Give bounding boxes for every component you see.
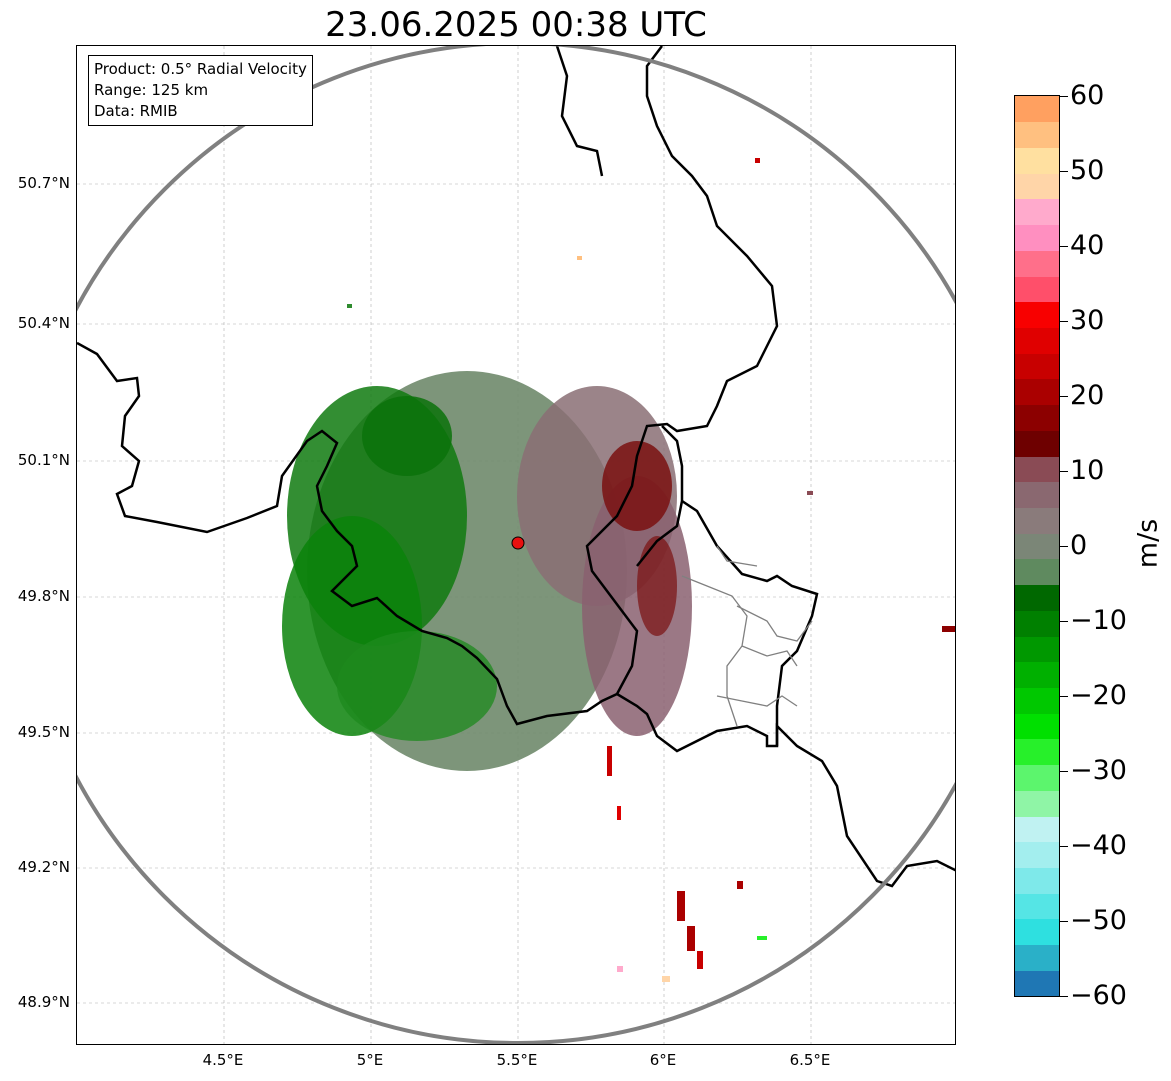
info-box: Product: 0.5° Radial Velocity Range: 125… <box>88 55 313 126</box>
colorbar-tick-label: −30 <box>1070 755 1127 786</box>
lat-label: 50.4°N <box>17 314 70 332</box>
colorbar-tick <box>1060 321 1068 322</box>
lon-label: 5.5°E <box>496 1051 538 1069</box>
radar-map-canvas <box>77 46 955 1044</box>
colorbar-tick <box>1060 846 1068 847</box>
colorbar-segment <box>1015 610 1059 637</box>
colorbar-segment <box>1015 687 1059 714</box>
colorbar-segment <box>1015 327 1059 354</box>
info-data-source: Data: RMIB <box>94 102 178 120</box>
colorbar-tick <box>1060 471 1068 472</box>
colorbar-tick-label: 20 <box>1070 380 1105 411</box>
colorbar-segment <box>1015 301 1059 329</box>
colorbar-segment <box>1015 198 1059 226</box>
colorbar-segment <box>1015 867 1059 894</box>
colorbar-segment <box>1015 713 1059 740</box>
colorbar-segment <box>1015 893 1059 920</box>
info-product: Product: 0.5° Radial Velocity <box>94 60 307 78</box>
colorbar-segment <box>1015 636 1059 663</box>
colorbar-tick <box>1060 96 1068 97</box>
colorbar-tick <box>1060 621 1068 622</box>
colorbar-tick-label: 10 <box>1070 455 1105 486</box>
colorbar-segment <box>1015 970 1059 996</box>
colorbar-segment <box>1015 173 1059 200</box>
colorbar-segment <box>1015 558 1059 586</box>
range-ring <box>77 46 955 1044</box>
colorbar-segment <box>1015 224 1059 251</box>
colorbar-tick-label: 30 <box>1070 305 1105 336</box>
colorbar-tick-label: −50 <box>1070 905 1127 936</box>
colorbar-tick-label: 60 <box>1070 80 1105 111</box>
colorbar-tick <box>1060 546 1068 547</box>
colorbar-unit-label: m/s <box>1132 518 1164 569</box>
colorbar-tick-label: −10 <box>1070 605 1127 636</box>
lat-label: 50.7°N <box>17 174 70 192</box>
colorbar-segment <box>1015 738 1059 766</box>
lat-label: 49.2°N <box>17 858 70 876</box>
map-title: 23.06.2025 00:38 UTC <box>325 5 707 45</box>
colorbar-segment <box>1015 481 1059 509</box>
colorbar <box>1014 95 1060 997</box>
colorbar-tick <box>1060 921 1068 922</box>
colorbar-segment <box>1015 816 1059 843</box>
colorbar-segment <box>1015 764 1059 791</box>
colorbar-tick-label: −40 <box>1070 830 1127 861</box>
lat-label: 50.1°N <box>17 451 70 469</box>
colorbar-tick <box>1060 171 1068 172</box>
colorbar-segment <box>1015 918 1059 946</box>
colorbar-segment <box>1015 250 1059 277</box>
lon-label: 6°E <box>649 1051 677 1069</box>
colorbar-segment <box>1015 841 1059 869</box>
colorbar-segment <box>1015 430 1059 457</box>
lat-label: 49.8°N <box>17 587 70 605</box>
colorbar-tick-label: −60 <box>1070 980 1127 1011</box>
colorbar-segment <box>1015 661 1059 689</box>
radar-map[interactable] <box>76 45 956 1045</box>
info-range: Range: 125 km <box>94 81 209 99</box>
colorbar-segment <box>1015 584 1059 611</box>
colorbar-segment <box>1015 456 1059 483</box>
colorbar-segment <box>1015 533 1059 560</box>
colorbar-segment <box>1015 96 1059 123</box>
colorbar-tick-label: −20 <box>1070 680 1127 711</box>
colorbar-tick <box>1060 396 1068 397</box>
colorbar-tick <box>1060 771 1068 772</box>
colorbar-segment <box>1015 353 1059 380</box>
colorbar-segment <box>1015 944 1059 971</box>
colorbar-segment <box>1015 147 1059 174</box>
colorbar-tick <box>1060 996 1068 997</box>
lat-label: 48.9°N <box>17 993 70 1011</box>
colorbar-tick <box>1060 696 1068 697</box>
colorbar-tick <box>1060 246 1068 247</box>
lon-label: 6.5°E <box>789 1051 831 1069</box>
colorbar-tick-label: 50 <box>1070 155 1105 186</box>
colorbar-segment <box>1015 378 1059 406</box>
lon-label: 5°E <box>356 1051 384 1069</box>
colorbar-segment <box>1015 121 1059 149</box>
lat-label: 49.5°N <box>17 723 70 741</box>
lon-label: 4.5°E <box>202 1051 244 1069</box>
colorbar-segment <box>1015 404 1059 431</box>
colorbar-tick-label: 0 <box>1070 530 1088 561</box>
radar-echoes <box>282 158 955 982</box>
subregion-borders <box>681 545 813 727</box>
colorbar-tick-label: 40 <box>1070 230 1105 261</box>
red-dot-icon <box>511 536 525 550</box>
colorbar-segment <box>1015 507 1059 534</box>
colorbar-segment <box>1015 276 1059 303</box>
colorbar-segment <box>1015 790 1059 817</box>
